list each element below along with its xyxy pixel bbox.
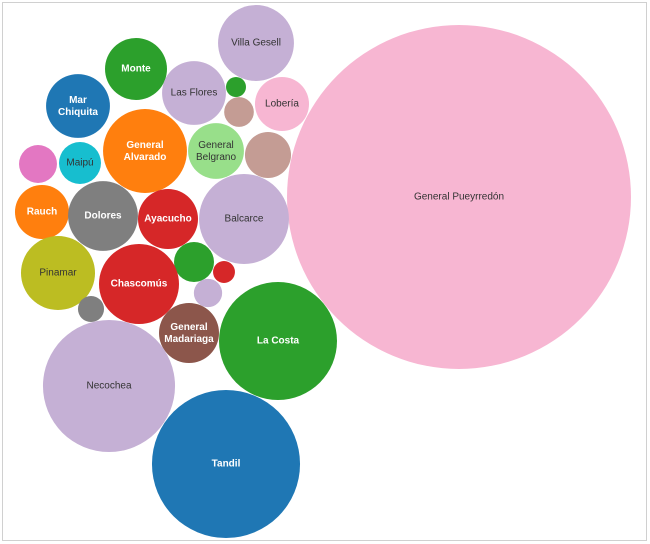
- bubble: [254, 76, 310, 132]
- bubble: [46, 74, 110, 138]
- bubble-label: Mar Chiquita: [58, 95, 98, 118]
- bubble: [159, 303, 219, 363]
- bubble-label: Necochea: [86, 381, 131, 392]
- bubble-label: General Pueyrredón: [414, 192, 504, 203]
- bubble-label: Tandil: [212, 459, 241, 470]
- bubble-label: Chascomús: [111, 279, 168, 290]
- bubble: [199, 174, 289, 264]
- bubble-label: Ayacucho: [144, 214, 191, 225]
- bubble: [188, 123, 244, 179]
- bubble-label: Lobería: [265, 99, 299, 110]
- bubble: [213, 261, 235, 283]
- bubble-label: Las Flores: [171, 88, 218, 99]
- bubble: [174, 242, 214, 282]
- bubble: [20, 235, 96, 311]
- bubble-label: Rauch: [27, 207, 58, 218]
- bubble: [68, 181, 138, 251]
- bubble: [138, 189, 198, 249]
- bubble: [193, 278, 223, 308]
- bubble: [244, 131, 292, 179]
- bubble-label: General Belgrano: [196, 140, 236, 163]
- bubble-label: La Costa: [257, 336, 300, 347]
- bubble: [218, 5, 294, 81]
- bubble: [219, 282, 337, 400]
- bubble-label: Balcarce: [225, 214, 264, 225]
- bubble-label: Villa Gesell: [231, 38, 281, 49]
- bubble: [162, 61, 226, 125]
- bubble-label: Dolores: [84, 211, 122, 222]
- bubble: [14, 184, 70, 240]
- bubble: [224, 97, 254, 127]
- bubble: [99, 244, 179, 324]
- bubble: [77, 295, 105, 323]
- bubble: [151, 389, 301, 539]
- bubble-label: General Alvarado: [124, 140, 167, 163]
- bubble-label: General Madariaga: [164, 322, 214, 345]
- bubble-label: Monte: [121, 64, 151, 75]
- bubble-label: Maipú: [66, 158, 93, 169]
- bubble-label: Pinamar: [39, 268, 77, 279]
- bubble: [105, 38, 167, 100]
- bubble: [42, 319, 176, 453]
- bubble: [226, 77, 246, 97]
- bubble: [103, 109, 187, 193]
- bubble: [19, 145, 57, 183]
- bubble: [59, 142, 101, 184]
- bubble: [287, 25, 631, 369]
